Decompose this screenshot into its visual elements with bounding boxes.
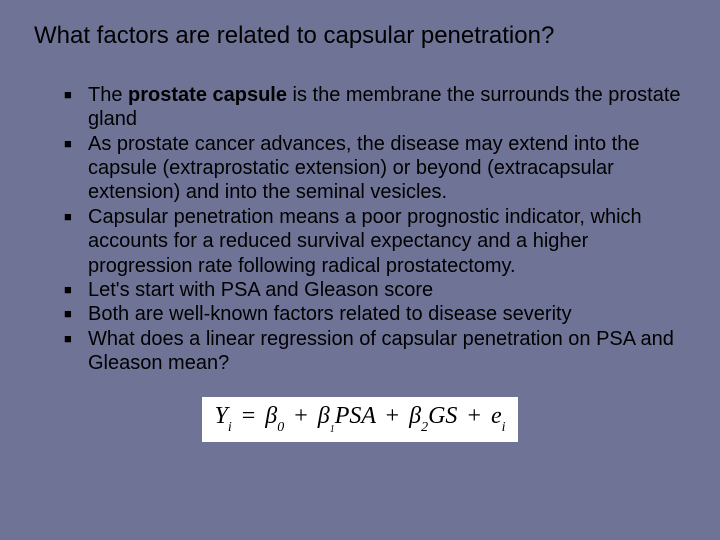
bullet-text: What does a linear regression of capsula…	[88, 328, 674, 374]
bullet-text-prefix: The	[88, 84, 128, 106]
eq-err: e	[491, 403, 502, 429]
equation-container: Yi = β0 + β1PSA + β2GS + ei	[34, 397, 686, 442]
equation-box: Yi = β0 + β1PSA + β2GS + ei	[202, 397, 517, 442]
bullet-text-bold: prostate capsule	[128, 84, 287, 106]
bullet-list: The prostate capsule is the membrane the…	[34, 83, 686, 376]
eq-equals: =	[238, 403, 260, 429]
list-item: Let's start with PSA and Gleason score	[64, 278, 686, 302]
bullet-text: Both are well-known factors related to d…	[88, 303, 572, 325]
list-item: What does a linear regression of capsula…	[64, 327, 686, 376]
eq-sub: 2	[421, 420, 428, 435]
list-item: Capsular penetration means a poor progno…	[64, 205, 686, 278]
eq-sub: 0	[277, 420, 284, 435]
eq-plus: +	[290, 403, 312, 429]
eq-sub: 1	[330, 424, 335, 435]
bullet-text: Capsular penetration means a poor progno…	[88, 206, 642, 277]
list-item: As prostate cancer advances, the disease…	[64, 132, 686, 205]
eq-plus: +	[463, 403, 485, 429]
eq-var: GS	[428, 403, 457, 429]
list-item: Both are well-known factors related to d…	[64, 302, 686, 326]
eq-var: PSA	[335, 403, 376, 429]
bullet-text: Let's start with PSA and Gleason score	[88, 279, 433, 301]
eq-plus: +	[382, 403, 404, 429]
list-item: The prostate capsule is the membrane the…	[64, 83, 686, 132]
eq-beta: β	[318, 403, 330, 429]
regression-equation: Yi = β0 + β1PSA + β2GS + ei	[214, 403, 505, 429]
bullet-text: As prostate cancer advances, the disease…	[88, 133, 639, 204]
eq-lhs-sub: i	[228, 420, 232, 435]
eq-beta: β	[265, 403, 277, 429]
slide-title: What factors are related to capsular pen…	[34, 22, 686, 51]
eq-sub: i	[502, 420, 506, 435]
eq-lhs-var: Y	[214, 403, 227, 429]
eq-beta: β	[409, 403, 421, 429]
